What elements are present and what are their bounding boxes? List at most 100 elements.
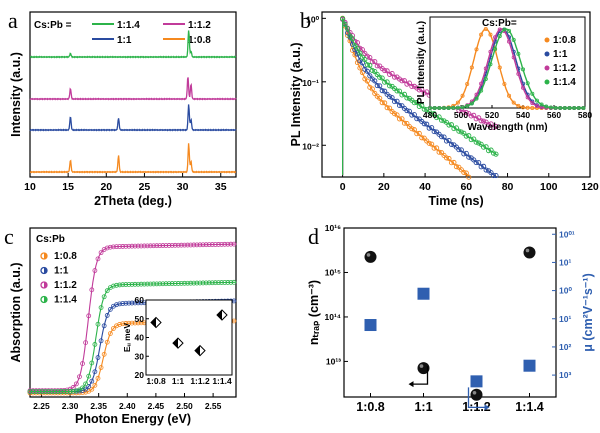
panel-c-legend-marker-fill [44,282,47,288]
panel-b-inset-xtick-label: 540 [516,110,530,120]
panel-c-point [107,306,113,312]
panel-b-point [421,135,427,141]
panel-b-point [362,50,368,56]
panel-b-inset-title: Cs:Pb= [482,18,517,29]
panel-a-trace-1:1 [29,104,237,132]
panel-b-point [379,100,385,106]
panel-b-point [377,83,383,89]
panel-d-left-tick-label: 10¹³ [326,356,341,366]
panel-b-decay-1:0.8 [342,18,470,177]
panel-d: d 10¹³ 10¹⁴ 10¹⁵ 10¹⁶ 10³ 10² 10¹ 10⁰ 10¹ 10⁰¹ nₜᵣₐ… [307,223,595,414]
panel-b-point [446,156,452,162]
panel-b-inset-point [474,92,479,97]
panel-b-point [476,140,482,146]
panel-b-xtick-label: 80 [502,181,514,193]
panel-b-point [354,45,361,51]
panel-c: c 2.25 2.30 2.35 2.40 2.45 2.50 2.55 Photon Ener… [4,224,237,426]
panel-b-point [387,105,393,111]
panel-b-xtick-label: 20 [378,181,390,193]
panel-b-point [357,45,363,51]
panel-a-legend-label: 1:1.2 [188,20,211,31]
panel-b-inset-legend-marker [544,65,550,71]
panel-b-point [493,151,499,157]
panel-a-legend-title: Cs:Pb = [34,20,72,31]
panel-c-point [89,386,95,392]
panel-c-xtick-label: 2.50 [176,401,193,411]
panel-b-ylabel: PL Intensity (a.u.) [289,43,303,147]
panel-b-ytick-label: 10⁻¹ [302,78,319,88]
panel-d-right-tick-label: 10³ [559,370,571,380]
panel-b-point [369,86,375,92]
panel-c-xlabel: Photon Energy (eV) [75,412,191,426]
panel-b-point [421,121,427,127]
panel-b-point [463,109,469,116]
panel-b-point [439,134,445,140]
panel-b-point [384,105,390,111]
panel-b-point [461,169,467,176]
panel-b-point [369,67,375,73]
panel-c-legend-marker-fill [44,296,47,303]
panel-b-point [478,141,484,147]
panel-b-xtick-label: 40 [419,181,431,193]
panel-c-inset-diamond-half [217,310,222,320]
panel-b-inset-point [530,91,535,96]
panel-a-xtick-label: 35 [215,181,227,193]
panel-b-xtick-label: 60 [460,181,472,193]
panel-b-xtick-label: 0 [340,181,346,193]
panel-c-point [104,339,110,345]
panel-c-point [104,313,110,318]
panel-d-mobility-point [364,319,377,332]
panel-d-ntrap-point-highlight [366,253,371,257]
panel-a-xtick-label: 15 [62,181,74,193]
panel-b-inset-point [511,100,516,105]
panel-d-ylabel-left: nₜᵣₐₚ (cm⁻³) [307,280,321,345]
panel-b-point [372,68,378,75]
panel-b-point [389,95,395,101]
panel-a-xlabel: 2Theta (deg.) [94,194,172,208]
panel-b-xlabel: Time (ns) [428,194,483,208]
panel-b-inset-point [507,28,512,33]
panel-d-ntrap-point-highlight [419,364,424,368]
panel-a-legend-label: 1:1 [117,35,132,46]
panel-c-frame [29,227,237,398]
panel-d-xtick-label: 1:1.4 [515,400,544,414]
panel-b-inset-point [525,95,530,100]
panel-c-inset-ytick-label: 30 [135,351,145,361]
panel-d-ntrap-point-highlight [472,390,477,395]
panel-b-inset-point [469,101,474,106]
panel-b-point [377,74,383,80]
panel-c-point [83,386,89,392]
panel-b-point [443,155,450,161]
panel-b-point [357,50,363,56]
panel-b-point [439,150,445,156]
panel-c-legend-label: 1:1 [54,266,69,277]
panel-b-point [473,160,479,166]
panel-b-point [364,68,370,74]
panel-d-ntrap-point [364,250,377,263]
panel-b-inset-point [539,102,544,107]
panel-b-point [377,95,383,101]
panel-d-right-tick-label: 10² [559,342,571,352]
panel-a-frame [29,11,237,178]
panel-b-inset-curve-1:1.4 [430,28,585,109]
panel-b-inset-xtick-label: 520 [485,110,499,120]
panel-b-point [382,68,388,74]
panel-a-letter: a [8,8,18,33]
panel-b-inset-legend-marker [544,51,550,57]
panel-a: a 10 15 20 25 30 35 2Theta (deg.) Intensity (a.u… [8,8,237,208]
panel-c-point [80,385,85,391]
panel-c-inset-ytick-label: 60 [135,295,145,305]
panel-c-legend-marker-fill [44,253,47,259]
panel-a-xtick-label: 10 [24,181,36,193]
panel-b-point [409,126,415,132]
panel-d-right-arrow [467,387,485,409]
panel-b-point [481,118,487,124]
panel-a-xtick-label: 30 [177,181,189,193]
panel-d-ylabel-right: μ (cm²V⁻¹s⁻¹) [581,273,595,352]
panel-d-right-tick-label: 10⁰¹ [559,229,575,239]
panel-a-xtick-label: 20 [100,181,112,193]
panel-d-xtick-label: 1:0.8 [356,400,385,414]
panel-d-left-tick-label: 10¹⁴ [325,312,342,322]
panel-c-point [92,382,98,388]
panel-c-curve-1:1.4 [30,281,236,393]
